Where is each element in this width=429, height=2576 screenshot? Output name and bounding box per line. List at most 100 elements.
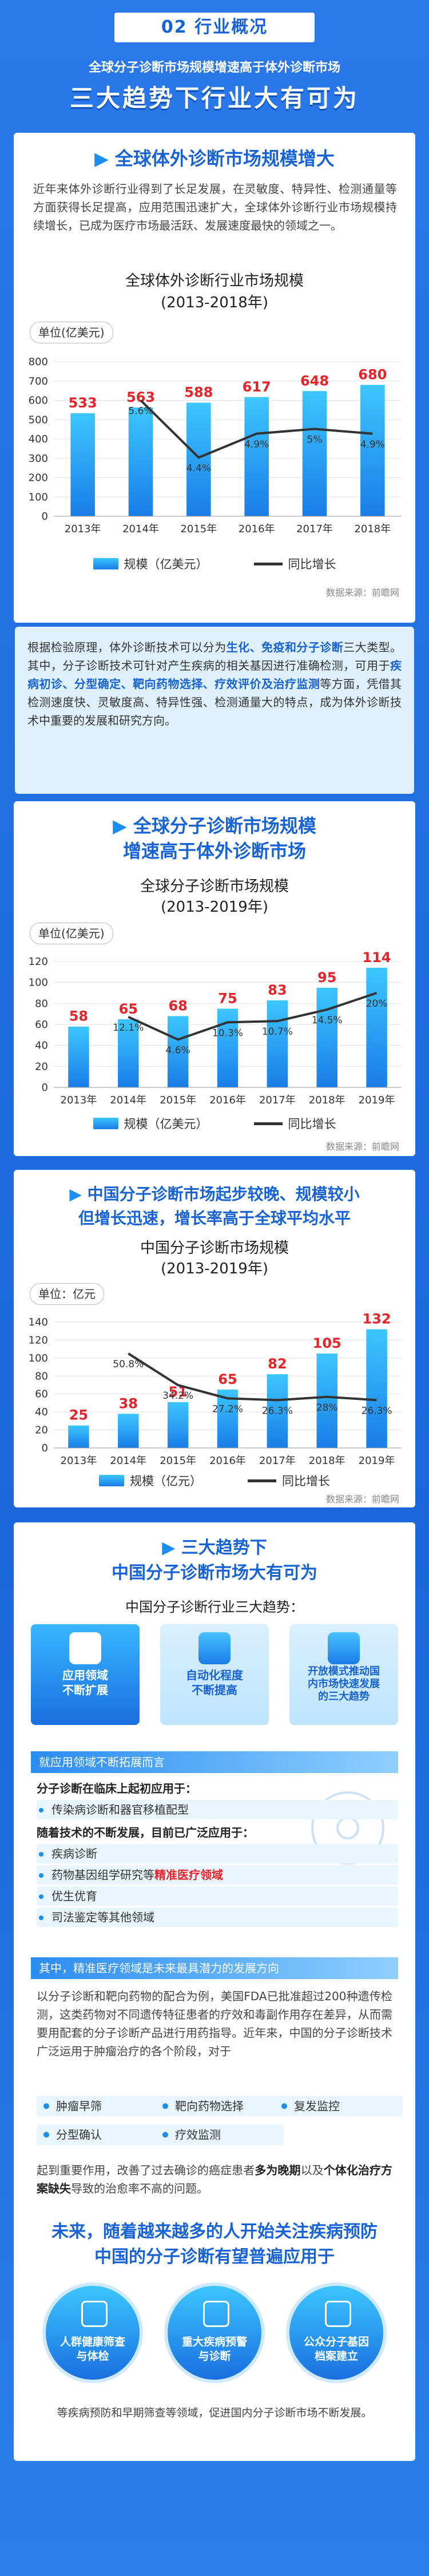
x-tick-label: 2015年: [180, 523, 217, 535]
growth-label: 4.9%: [360, 439, 385, 450]
section-title-line2: 增速高于体外诊断市场: [122, 840, 306, 862]
arrow-icon: ▶: [113, 815, 133, 837]
y-tick-label: 20: [35, 1424, 48, 1437]
x-tick-label: 2019年: [359, 1094, 395, 1106]
bar: [118, 1414, 139, 1448]
growth-label: 34.2%: [162, 1390, 193, 1402]
data-source: 数据来源：前瞻网: [325, 1141, 399, 1152]
list-item: 药物基因组学研究等精准医疗领域: [37, 1865, 398, 1885]
growth-label: 28%: [316, 1402, 338, 1414]
growth-label: 5%: [307, 434, 323, 445]
bar: [360, 385, 385, 516]
trend-card-label: 应用领域 不断扩展: [62, 1668, 108, 1697]
legend-line-label: 同比增长: [282, 1474, 330, 1488]
chart-title: 中国分子诊断市场规模: [140, 1240, 289, 1257]
y-tick-label: 500: [29, 414, 48, 426]
growth-line: [140, 399, 373, 459]
chart-title: 全球分子诊断市场规模: [140, 878, 289, 895]
y-tick-label: 60: [35, 1388, 48, 1400]
y-tick-label: 40: [35, 1040, 48, 1052]
legend-bar-swatch: [93, 1118, 118, 1129]
y-tick-label: 60: [35, 1019, 48, 1031]
arrow-icon: ▶: [94, 148, 115, 169]
y-tick-label: 80: [35, 1370, 48, 1382]
chip: 靶向药物选择: [156, 2096, 284, 2116]
future-applications: 人群健康筛查 与体检 重大疾病预警 与诊断 公众分子基因 档案建立: [37, 2282, 392, 2385]
bar: [217, 1008, 239, 1087]
bar-value-label: 82: [268, 1356, 287, 1372]
trends-card: ▶ 三大趋势下 中国分子诊断市场大有可为 中国分子诊断行业三大趋势： 应用领域 …: [14, 1522, 415, 2461]
legend-bar-label: 规模（亿元）: [130, 1474, 202, 1488]
growth-line: [128, 992, 378, 1041]
chip: 疗效监测: [156, 2124, 284, 2145]
growth-label: 4.6%: [166, 1044, 190, 1056]
person-icon: [81, 2301, 108, 2327]
document-icon: [325, 2301, 351, 2327]
gear-icon: [198, 1632, 231, 1664]
growth-label: 26.3%: [262, 1405, 293, 1416]
circle-label: 公众分子基因 档案建立: [303, 2336, 369, 2363]
growth-label: 4.4%: [186, 462, 211, 474]
x-tick-label: 2018年: [309, 1455, 345, 1467]
precision-paragraph: 以分子诊断和靶向药物的配合为例，美国FDA已批准超过200种遗传检测，这类药物对…: [37, 1989, 392, 2058]
growth-label: 20%: [366, 998, 388, 1010]
trends-subtitle: 中国分子诊断行业三大趋势：: [125, 1599, 304, 1615]
chart-legend: 规模（亿美元） 同比增长: [14, 1115, 415, 1132]
bar-value-label: 95: [317, 970, 336, 986]
future-title-line2: 中国的分子诊断有望普遍应用于: [94, 2247, 335, 2267]
y-tick-label: 200: [29, 472, 48, 484]
x-tick-label: 2015年: [160, 1094, 196, 1106]
section-badge: 02 行业概况: [114, 13, 315, 42]
legend-line-label: 同比增长: [288, 1117, 336, 1131]
y-tick-label: 20: [35, 1061, 48, 1073]
application-chips: 肿瘤早筛 靶向药物选择 复发监控 分型确认 疗效监测: [37, 2096, 403, 2170]
chip: 肿瘤早筛: [37, 2096, 165, 2116]
bar-value-label: 83: [268, 982, 287, 998]
bar: [316, 987, 337, 1087]
y-tick-label: 300: [29, 453, 48, 465]
global-ivd-card: ▶ 全球体外诊断市场规模增大 近年来体外诊断行业得到了长足发展，在灵敏度、特异性…: [14, 133, 415, 623]
bar: [186, 402, 211, 516]
bar-value-label: 25: [69, 1407, 88, 1423]
global-mdx-card: ▶ 全球分子诊断市场规模 增速高于体外诊断市场 全球分子诊断市场规模 (2013…: [14, 801, 415, 1156]
bar: [302, 391, 327, 516]
legend-bar-label: 规模（亿美元）: [124, 557, 208, 571]
bar: [267, 1374, 288, 1448]
bar-value-label: 132: [363, 1311, 391, 1327]
legend-line-swatch: [248, 1479, 276, 1482]
global-mdx-chart: 0 20 40 60 80 100 120 58 2013年 65 2014年 68 2015年 75 20…: [29, 949, 402, 1106]
x-tick-label: 2017年: [259, 1455, 296, 1467]
growth-label: 12.1%: [113, 1022, 144, 1034]
chart-title: 全球体外诊断行业市场规模: [125, 272, 304, 290]
trend-cards: 应用领域 不断扩展 自动化程度 不断提高 开放模式推动国 内市场快速发展 的三大…: [31, 1624, 398, 1744]
bar-value-label: 105: [313, 1335, 341, 1351]
bar: [128, 407, 153, 516]
y-tick-label: 140: [29, 1316, 48, 1328]
x-tick-label: 2013年: [65, 523, 101, 535]
section-title-line2: 但增长迅速，增长率高于全球平均水平: [78, 1209, 351, 1228]
unit-label: 单位(亿美元): [30, 923, 113, 944]
unit-label: 单位(亿美元): [30, 322, 113, 343]
bar: [366, 968, 387, 1087]
trend-card-label: 开放模式推动国 内市场快速发展 的三大趋势: [308, 1665, 380, 1703]
ivd-chart: 0 100 200 300 400 500 600 700 800 533 2013年 563 2014…: [29, 356, 402, 535]
application-list: 分子诊断在临床上起初应用于： 传染病诊断和器官移植配型 随着技术的不断发展，目前…: [37, 1779, 398, 1929]
section-title-line1: ▶ 全球分子诊断市场规模: [113, 815, 316, 837]
x-tick-label: 2015年: [160, 1455, 196, 1467]
x-tick-label: 2018年: [309, 1094, 345, 1106]
list-item: 司法鉴定等其他领域: [37, 1908, 398, 1927]
y-tick-label: 100: [29, 1352, 48, 1364]
chart-legend: 规模（亿美元） 同比增长: [14, 555, 415, 572]
list-heading: 分子诊断在临床上起初应用于：: [37, 1782, 197, 1795]
chart-subtitle: (2013-2019年): [160, 1260, 268, 1277]
growth-label: 10.7%: [262, 1026, 293, 1038]
x-tick-label: 2014年: [122, 523, 159, 535]
data-source: 数据来源：前瞻网: [325, 587, 399, 598]
y-tick-label: 100: [29, 977, 48, 989]
bar-value-label: 617: [243, 379, 271, 395]
circle-warning: 重大疾病预警 与诊断: [164, 2282, 265, 2383]
y-tick-label: 40: [35, 1406, 48, 1418]
bar: [316, 1354, 337, 1448]
bar-value-label: 648: [300, 373, 329, 389]
bar-value-label: 65: [218, 1371, 237, 1387]
